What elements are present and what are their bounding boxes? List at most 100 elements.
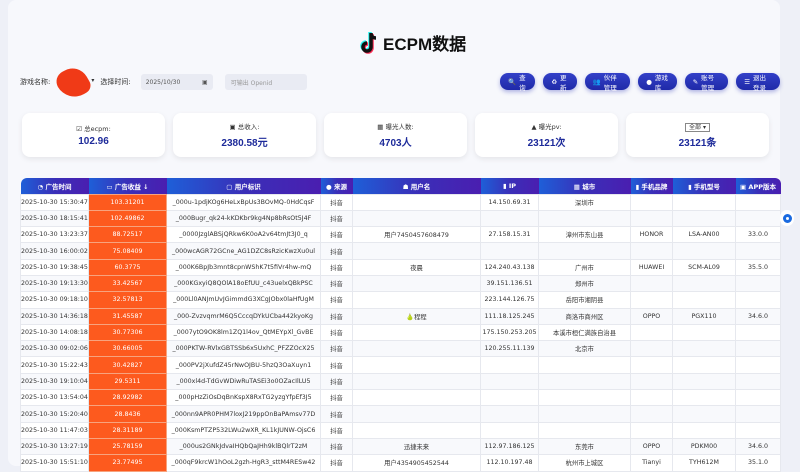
city-cell: 商洛市商州区 bbox=[538, 307, 631, 325]
phone-brand-cell bbox=[630, 274, 673, 293]
username-cell bbox=[352, 340, 481, 358]
update-button[interactable]: ♻ 更新 bbox=[543, 73, 577, 92]
stat-record-count: 全部 ▾ 23121条 bbox=[626, 113, 769, 157]
stat-label: 总收入: bbox=[237, 123, 260, 131]
phone-model-cell bbox=[672, 193, 736, 211]
table-header: ◔ 广告时间 ▭ 广告收益 ↓ ▢ 用户标识 ● 来源 ☗ 用户名 ▮ IP ▦ 城市 ▮ 手… bbox=[20, 178, 781, 194]
query-button[interactable]: 🔍 查询 bbox=[500, 73, 536, 92]
stat-exposure-users: ▦ 曝光人数: 4703人 bbox=[324, 113, 467, 157]
ad-time-cell: 2025-10-30 09:02:06 bbox=[20, 340, 89, 358]
ip-cell: 175.150.253.205 bbox=[480, 323, 539, 342]
game-label: 游戏名称: bbox=[20, 78, 51, 86]
ad-time-cell: 2025-10-30 19:10:04 bbox=[20, 372, 89, 391]
phone-model-cell bbox=[672, 389, 736, 407]
ad-time-cell: 2025-10-30 19:38:45 bbox=[20, 258, 89, 276]
source-cell: 抖音 bbox=[320, 340, 353, 358]
circle-icon bbox=[782, 213, 792, 223]
stat-value: 2380.58元 bbox=[221, 138, 268, 149]
user-id-cell: _000xl4d-TdGvWDiwRuTASEi3o0OZacIlLU5 bbox=[166, 372, 321, 391]
user-id-cell: _000pHzZiOsDqBnKspX8RxTG2yzgYfpEf3J5 bbox=[166, 389, 321, 407]
app-version-cell bbox=[735, 274, 781, 293]
username-cell: 用户7450457608479 bbox=[352, 226, 481, 244]
ip-cell bbox=[480, 372, 539, 391]
city-cell: 杭州市上城区 bbox=[538, 454, 631, 472]
phone-model-cell bbox=[672, 372, 736, 391]
table-row: 2025-10-30 13:27:19 25.78159 _000us2GNkJdv… bbox=[20, 437, 781, 456]
floating-assistant-button[interactable] bbox=[780, 210, 794, 226]
stat-exposure-pv: ▲ 曝光pv: 23121次 bbox=[475, 113, 618, 157]
column-header: ◔ 广告时间 bbox=[20, 178, 89, 194]
phone-brand-cell: HUAWEI bbox=[630, 258, 673, 276]
username-cell: 用户4354905452544 bbox=[352, 454, 481, 472]
partner-management-button[interactable]: 👥 伙伴管理 bbox=[584, 73, 631, 92]
game-library-button[interactable]: ● 游戏库 bbox=[638, 73, 677, 92]
phone-model-cell: TYH612M bbox=[672, 454, 736, 472]
account-management-button[interactable]: ✎ 账号管理 bbox=[684, 73, 729, 92]
source-cell: 抖音 bbox=[320, 421, 353, 439]
ip-cell: 112.10.197.48 bbox=[480, 454, 539, 472]
time-label: 选择时间: bbox=[100, 78, 131, 86]
app-version-cell bbox=[735, 209, 781, 228]
column-header: ▮ 手机型号 bbox=[672, 178, 736, 194]
ad-time-cell: 2025-10-30 15:51:10 bbox=[20, 454, 89, 472]
city-cell: 北京市 bbox=[538, 340, 631, 358]
page-title: ECPM数据 bbox=[383, 35, 467, 54]
stat-label: 总ecpm: bbox=[84, 125, 111, 133]
table-row: 2025-10-30 14:08:18 30.77306 _0007ytO9OK8l… bbox=[20, 323, 781, 342]
ad-time-cell: 2025-10-30 14:36:18 bbox=[20, 307, 89, 325]
checkbox-icon: ☑ bbox=[76, 125, 82, 133]
phone-model-cell bbox=[672, 291, 736, 309]
username-cell bbox=[352, 405, 481, 423]
column-header[interactable]: ▭ 广告收益 ↓ bbox=[88, 178, 167, 194]
app-version-cell bbox=[735, 340, 781, 358]
openid-placeholder: 可输出 Openid bbox=[230, 79, 273, 87]
phone-brand-cell bbox=[630, 193, 673, 211]
filter-select[interactable]: 全部 ▾ bbox=[685, 122, 710, 132]
button-label: 游戏库 bbox=[654, 73, 668, 92]
recycle-icon: ♻ bbox=[551, 77, 558, 86]
people-icon: ▦ bbox=[377, 123, 384, 131]
stat-total-income: ▣ 总收入: 2380.58元 bbox=[173, 113, 316, 157]
username-cell bbox=[352, 274, 481, 293]
table-row: 2025-10-30 15:20:40 28.8436 _000nn9APR0PHM… bbox=[20, 405, 781, 423]
source-cell: 抖音 bbox=[320, 454, 353, 472]
source-cell: 抖音 bbox=[320, 437, 353, 456]
wallet-icon: ▣ bbox=[229, 123, 236, 131]
user-id-cell: _000nn9APR0PHM7loxJ219ppOnBaPAmsv77D bbox=[166, 405, 321, 423]
city-cell: 广州市 bbox=[538, 258, 631, 276]
column-header: ● 来源 bbox=[320, 178, 353, 194]
openid-input[interactable]: 可输出 Openid bbox=[224, 74, 307, 90]
app-version-cell bbox=[735, 242, 781, 260]
game-select[interactable]: ▾ bbox=[52, 62, 94, 104]
column-header: ▦ 城市 bbox=[538, 178, 631, 194]
phone-brand-cell bbox=[630, 291, 673, 309]
house-icon: ▲ bbox=[531, 123, 537, 131]
ad-time-cell: 2025-10-30 19:13:30 bbox=[20, 274, 89, 293]
phone-model-cell bbox=[672, 209, 736, 228]
calendar-icon[interactable]: ▣ bbox=[202, 78, 208, 86]
user-id-cell: _000us2GNkJdvaIHQbQaJHh9klBQlrT2zM bbox=[166, 437, 321, 456]
table-row: 2025-10-30 11:47:03 28.31189 _000KsmPTZP53… bbox=[20, 421, 781, 439]
logout-button[interactable]: ☰ 退出登录 bbox=[736, 73, 780, 92]
phone-model-cell bbox=[672, 274, 736, 293]
ad-time-cell: 2025-10-30 15:20:40 bbox=[20, 405, 89, 423]
ad-revenue-cell: 102.49862 bbox=[88, 209, 167, 228]
city-cell bbox=[538, 209, 631, 228]
column-header: ▢ 用户标识 bbox=[166, 178, 321, 194]
username-cell bbox=[352, 356, 481, 374]
phone-brand-cell bbox=[630, 323, 673, 342]
city-cell: 岳阳市湘阴县 bbox=[538, 291, 631, 309]
ad-time-cell: 2025-10-30 13:54:04 bbox=[20, 389, 89, 407]
username-cell bbox=[352, 242, 481, 260]
city-cell: 漳州市东山县 bbox=[538, 226, 631, 244]
phone-brand-cell bbox=[630, 389, 673, 407]
ip-cell: 27.158.15.31 bbox=[480, 226, 539, 244]
column-header: ▮ IP bbox=[480, 178, 539, 194]
date-input[interactable]: 2025/10/30 ▣ bbox=[140, 74, 213, 90]
phone-brand-cell bbox=[630, 372, 673, 391]
phone-brand-cell: OPPO bbox=[630, 307, 673, 325]
city-cell bbox=[538, 405, 631, 423]
ad-revenue-cell: 32.57813 bbox=[88, 291, 167, 309]
source-cell: 抖音 bbox=[320, 405, 353, 423]
ad-time-cell: 2025-10-30 09:18:10 bbox=[20, 291, 89, 309]
